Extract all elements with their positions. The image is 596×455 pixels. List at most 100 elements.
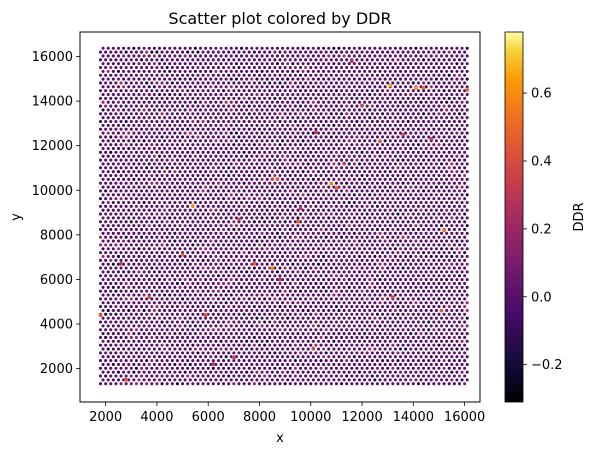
grid-point bbox=[270, 339, 274, 343]
grid-point bbox=[401, 297, 405, 301]
grid-point bbox=[298, 335, 303, 340]
grid-point bbox=[445, 216, 449, 220]
grid-point bbox=[455, 378, 459, 382]
grid-point bbox=[424, 332, 428, 336]
grid-point bbox=[127, 247, 131, 251]
grid-point bbox=[122, 170, 126, 174]
grid-point bbox=[196, 366, 200, 370]
grid-point bbox=[116, 301, 121, 305]
grid-point bbox=[350, 212, 354, 216]
grid-point bbox=[211, 204, 215, 208]
grid-point bbox=[286, 208, 290, 212]
grid-point bbox=[278, 197, 282, 201]
grid-point bbox=[160, 227, 164, 232]
grid-point bbox=[427, 227, 431, 232]
grid-point bbox=[237, 119, 241, 124]
grid-point bbox=[134, 382, 138, 386]
grid-point bbox=[311, 162, 315, 166]
grid-point bbox=[447, 320, 451, 324]
grid-point bbox=[204, 123, 208, 127]
grid-point bbox=[391, 135, 395, 139]
grid-point bbox=[383, 355, 387, 359]
grid-point bbox=[98, 150, 103, 154]
grid-point bbox=[414, 200, 418, 205]
grid-point bbox=[465, 177, 469, 181]
grid-point bbox=[227, 166, 231, 170]
grid-point bbox=[281, 339, 285, 343]
grid-point bbox=[342, 362, 346, 366]
grid-point bbox=[386, 343, 390, 347]
grid-point bbox=[219, 116, 223, 120]
grid-point bbox=[134, 119, 138, 124]
grid-point bbox=[298, 305, 303, 309]
grid-point bbox=[342, 355, 346, 359]
grid-point bbox=[152, 123, 156, 127]
grid-point bbox=[186, 212, 190, 216]
grid-point bbox=[227, 135, 231, 139]
grid-point bbox=[119, 197, 123, 201]
grid-point bbox=[191, 173, 195, 178]
grid-point bbox=[193, 139, 197, 143]
grid-point bbox=[275, 362, 279, 366]
grid-point bbox=[219, 355, 223, 359]
grid-point bbox=[339, 119, 344, 124]
grid-point bbox=[257, 227, 262, 232]
grid-point bbox=[329, 235, 333, 239]
grid-point bbox=[296, 146, 300, 151]
grid-point bbox=[134, 135, 138, 139]
grid-point bbox=[404, 355, 408, 359]
grid-point bbox=[273, 166, 277, 170]
grid-point bbox=[270, 308, 274, 313]
grid-point bbox=[427, 127, 431, 131]
grid-point bbox=[165, 150, 169, 154]
grid-point bbox=[252, 351, 256, 355]
grid-point bbox=[311, 146, 315, 151]
grid-point bbox=[447, 143, 451, 147]
grid-point bbox=[345, 289, 349, 293]
grid-point bbox=[414, 139, 418, 143]
grid-point bbox=[452, 374, 456, 378]
grid-point bbox=[263, 127, 267, 131]
grid-point bbox=[306, 347, 310, 351]
grid-point bbox=[439, 224, 444, 228]
grid-point bbox=[275, 262, 279, 266]
grid-point bbox=[319, 374, 323, 378]
grid-point bbox=[401, 119, 405, 124]
grid-point bbox=[142, 285, 146, 289]
grid-point bbox=[104, 150, 108, 154]
grid-point bbox=[368, 308, 372, 313]
grid-point bbox=[109, 212, 113, 216]
grid-point bbox=[406, 227, 410, 232]
grid-point bbox=[242, 335, 246, 340]
grid-point bbox=[437, 189, 441, 193]
grid-point bbox=[465, 216, 469, 220]
grid-point bbox=[304, 305, 308, 309]
grid-point bbox=[424, 347, 428, 351]
grid-point bbox=[170, 281, 174, 286]
grid-point bbox=[283, 189, 287, 193]
grid-point bbox=[383, 231, 387, 235]
grid-point bbox=[145, 235, 149, 239]
grid-point bbox=[439, 177, 444, 181]
grid-point bbox=[322, 378, 326, 382]
grid-point bbox=[419, 332, 423, 336]
grid-point bbox=[419, 301, 423, 305]
grid-point bbox=[145, 320, 149, 324]
grid-point bbox=[286, 170, 290, 174]
grid-point bbox=[275, 185, 279, 189]
grid-point bbox=[214, 200, 218, 205]
grid-point bbox=[152, 216, 156, 220]
grid-point bbox=[316, 332, 321, 336]
grid-point bbox=[375, 166, 379, 170]
grid-point bbox=[111, 154, 115, 158]
grid-point bbox=[450, 231, 454, 235]
grid-point bbox=[124, 173, 128, 178]
grid-point bbox=[404, 301, 408, 305]
grid-point bbox=[368, 301, 372, 305]
grid-point bbox=[206, 189, 210, 193]
grid-point bbox=[278, 382, 282, 386]
grid-point bbox=[350, 320, 354, 324]
grid-point bbox=[155, 158, 159, 162]
grid-point bbox=[255, 247, 259, 251]
grid-point bbox=[142, 324, 146, 328]
